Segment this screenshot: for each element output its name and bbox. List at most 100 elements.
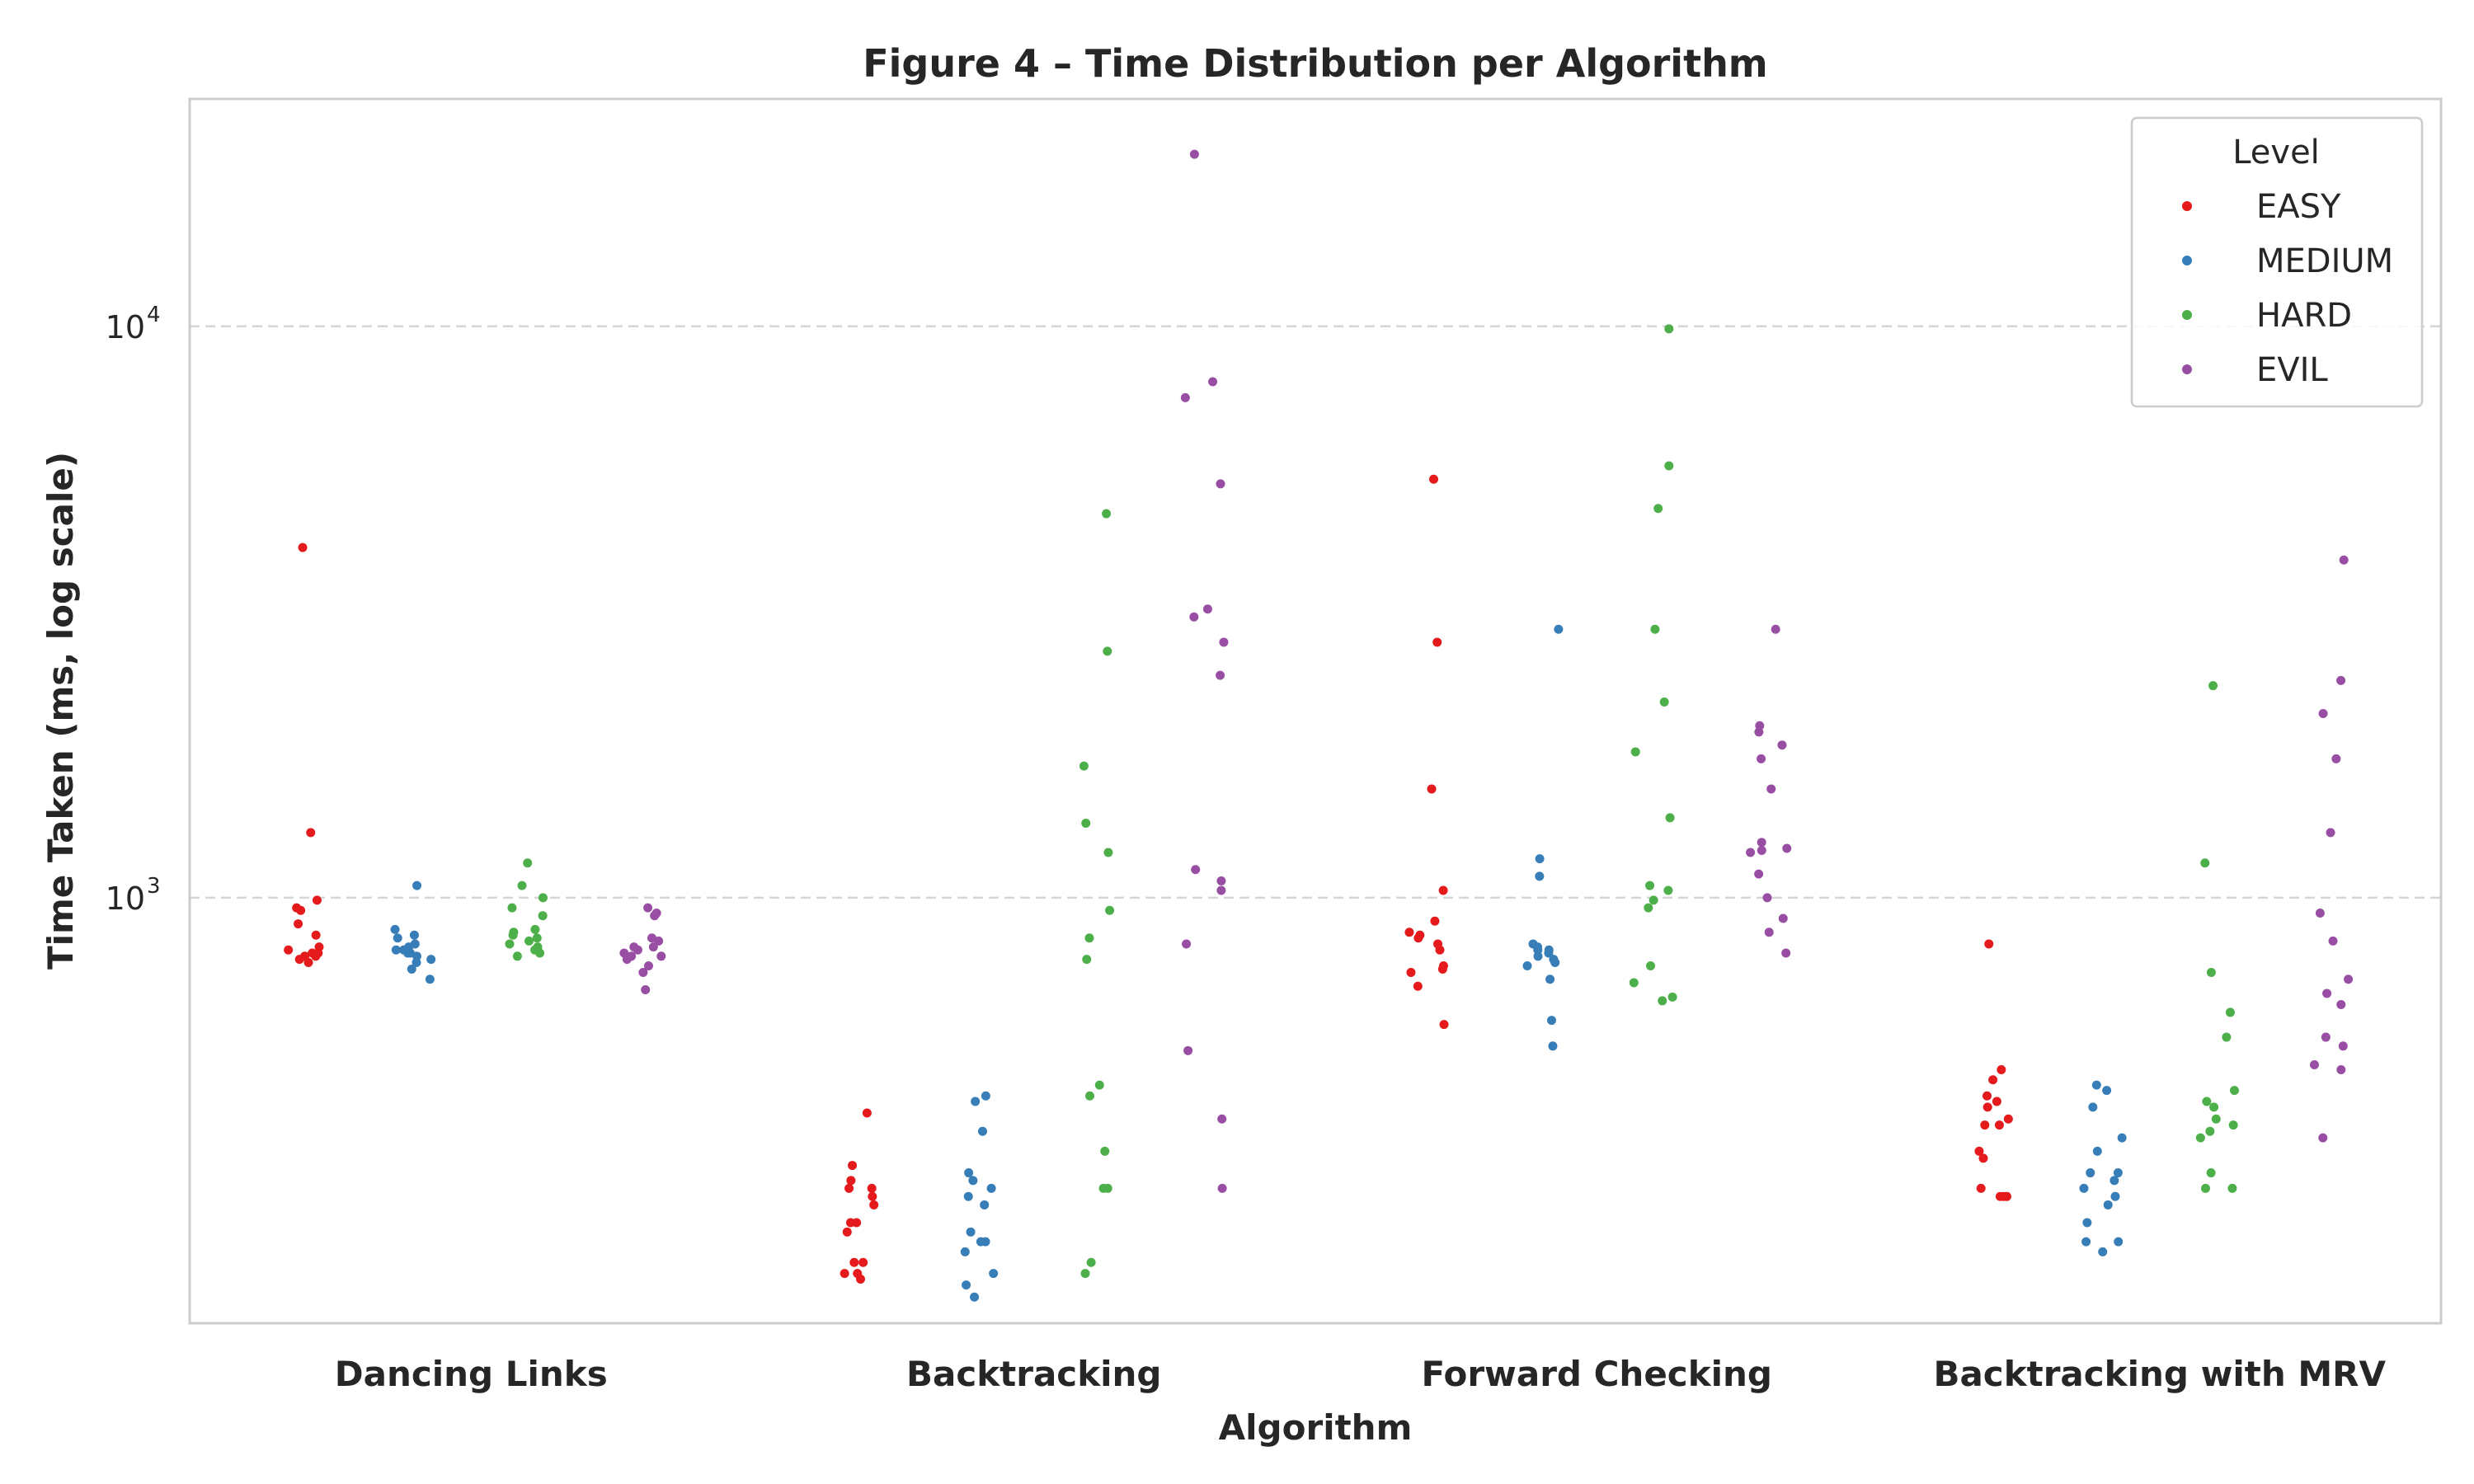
data-point (312, 895, 322, 905)
data-point (2331, 754, 2341, 763)
data-point (2206, 967, 2216, 977)
data-point (1764, 928, 1774, 937)
data-point (425, 974, 435, 984)
data-point (650, 911, 660, 921)
data-point (530, 924, 540, 934)
data-point (1984, 939, 1994, 949)
data-point (1650, 624, 1660, 634)
y-axis-label: Time Taken (ms, log scale) (40, 452, 81, 970)
data-point (2318, 1133, 2328, 1143)
data-point (643, 903, 653, 913)
data-point (1766, 784, 1776, 794)
data-point (1103, 848, 1113, 857)
data-point (1533, 951, 1543, 961)
data-point (849, 1257, 859, 1267)
data-point (1664, 461, 1674, 471)
data-point (1982, 1102, 1992, 1112)
data-point (412, 958, 421, 968)
data-point (643, 960, 653, 970)
data-point (842, 1227, 852, 1237)
y-tick-label-exponent: 4 (147, 303, 161, 327)
data-point (1777, 740, 1787, 750)
data-point (409, 930, 419, 940)
data-point (1988, 1075, 1998, 1085)
data-point (1082, 955, 1092, 965)
data-point (960, 1247, 970, 1256)
data-point (1103, 646, 1112, 656)
data-point (1217, 1114, 1227, 1124)
series-medium (390, 624, 2127, 1302)
data-point (2326, 828, 2335, 838)
data-point (1978, 1153, 1988, 1163)
x-tick-label: Dancing Links (335, 1354, 608, 1394)
data-point (1974, 1146, 1984, 1156)
data-point (2222, 1032, 2232, 1042)
data-point (2200, 858, 2210, 868)
data-point (311, 951, 321, 961)
data-point (2113, 1168, 2123, 1178)
data-point (407, 964, 416, 974)
data-point (296, 905, 306, 915)
data-point (1982, 1091, 1992, 1101)
data-points (284, 149, 2354, 1302)
data-point (1079, 761, 1089, 771)
data-point (532, 933, 542, 943)
series-easy (284, 474, 2013, 1284)
data-point (2322, 989, 2332, 998)
series-hard (505, 324, 2239, 1279)
data-point (1406, 967, 1416, 977)
data-point (524, 936, 534, 946)
data-point (2109, 1176, 2119, 1186)
data-point (1183, 1045, 1193, 1055)
data-point (1547, 1016, 1557, 1026)
data-point (656, 951, 666, 961)
y-tick-label: 10 (106, 881, 145, 917)
data-point (1413, 933, 1423, 943)
data-point (1629, 978, 1639, 988)
data-point (2328, 936, 2338, 946)
data-point (1778, 913, 1788, 923)
data-point (989, 1269, 999, 1279)
data-point (303, 958, 313, 968)
data-point (1081, 819, 1091, 829)
data-point (2102, 1086, 2112, 1096)
legend-title: Level (2232, 134, 2320, 171)
data-point (2200, 1183, 2210, 1193)
data-point (2309, 1060, 2319, 1070)
data-point (311, 930, 321, 940)
data-point (512, 951, 522, 961)
data-point (1085, 1091, 1095, 1101)
data-point (523, 858, 533, 868)
legend-label: EASY (2256, 188, 2341, 226)
data-point (1429, 474, 1439, 484)
data-point (1663, 885, 1673, 895)
data-point (2003, 1114, 2013, 1124)
data-point (1208, 377, 1218, 387)
plot-area-frame (188, 97, 2443, 1325)
data-point (1653, 504, 1663, 514)
data-point (1997, 1064, 2006, 1074)
data-point (1754, 727, 1764, 737)
data-point (1219, 637, 1229, 647)
data-point (1757, 838, 1766, 848)
data-point (1080, 1269, 1090, 1279)
data-point (2318, 709, 2328, 719)
data-point (2227, 1183, 2237, 1193)
data-point (2110, 1191, 2120, 1201)
data-point (402, 948, 412, 958)
legend-frame (2130, 116, 2424, 408)
data-point (2321, 1032, 2331, 1042)
data-point (858, 1257, 868, 1267)
data-point (869, 1200, 879, 1209)
data-point (2091, 1080, 2101, 1090)
data-point (2208, 681, 2218, 691)
data-point (538, 893, 548, 903)
data-point (1105, 905, 1115, 915)
data-point (393, 933, 402, 943)
data-point (2086, 1168, 2095, 1178)
series-evil (619, 149, 2354, 1193)
data-point (970, 1292, 980, 1302)
data-point (2103, 1200, 2113, 1209)
data-point (641, 985, 651, 995)
data-point (1645, 881, 1655, 890)
